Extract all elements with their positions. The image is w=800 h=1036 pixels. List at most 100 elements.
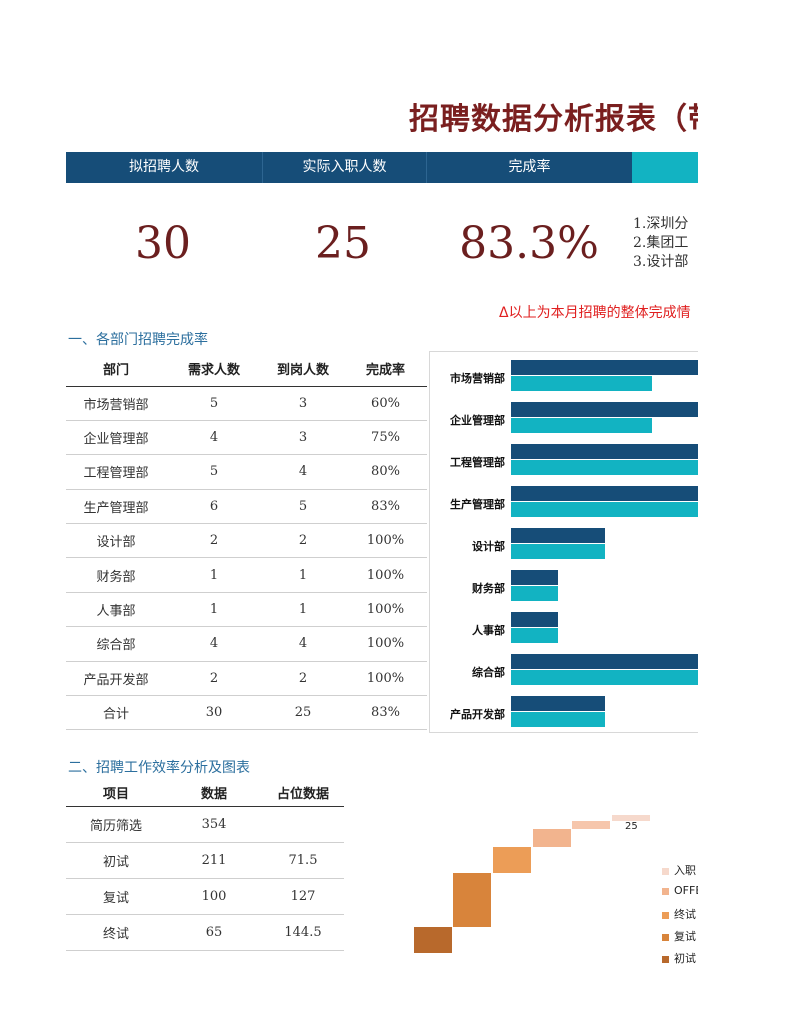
table-cell: 生产管理部: [66, 489, 166, 525]
waterfall-data-label: 25: [625, 821, 638, 832]
bar: [511, 570, 558, 585]
waterfall-bar: [453, 873, 491, 927]
legend-swatch: [662, 933, 669, 941]
table-cell: 3: [262, 386, 344, 421]
table-row: 综合部 4 4 100%: [66, 626, 427, 662]
table-row: 工程管理部 5 4 80%: [66, 454, 427, 490]
table-cell: 产品开发部: [66, 661, 166, 697]
kpi-value-hired: 25: [315, 218, 371, 269]
table-cell: 100%: [344, 626, 427, 662]
kpi-notes-header: [632, 152, 698, 183]
table-row: 终试 65 144.5: [66, 914, 344, 951]
kpi-note: 3.设计部: [633, 254, 689, 270]
bar: [511, 654, 698, 669]
table-row: 合计 30 25 83%: [66, 695, 427, 731]
section-title-efficiency: 二、招聘工作效率分析及图表: [68, 760, 250, 776]
kpi-note: 1.深圳分: [633, 216, 689, 232]
legend-item: OFFE: [662, 884, 698, 897]
table-cell: 100%: [344, 557, 427, 593]
kpi-divider: [426, 152, 427, 183]
table-row: 产品开发部 2 2 100%: [66, 661, 427, 697]
table-row: 生产管理部 6 5 83%: [66, 489, 427, 525]
bar: [511, 486, 698, 501]
table-header-row: 项目 数据 占位数据: [66, 779, 344, 807]
kpi-header-bar: 拟招聘人数 实际入职人数 完成率: [66, 152, 698, 183]
table-cell: 25: [262, 695, 344, 731]
table-cell: 人事部: [66, 592, 166, 628]
column-header: 数据: [166, 779, 262, 807]
kpi-value-planned: 30: [135, 218, 191, 269]
table-cell: 5: [166, 454, 262, 490]
table-cell: 6: [166, 489, 262, 525]
table-cell: 75%: [344, 420, 427, 456]
section-title-department: 一、各部门招聘完成率: [68, 332, 208, 348]
bar-category-label: 综合部: [472, 666, 505, 679]
bar: [511, 444, 698, 459]
bar: [511, 712, 605, 727]
table-header-row: 部门 需求人数 到岗人数 完成率: [66, 351, 427, 387]
table-cell: 设计部: [66, 523, 166, 559]
table-cell: 4: [262, 626, 344, 662]
table-cell: 2: [166, 661, 262, 697]
column-header: 完成率: [344, 351, 427, 387]
bar: [511, 696, 605, 711]
bar-category-label: 工程管理部: [450, 456, 505, 469]
bar: [511, 586, 558, 601]
table-cell: 65: [166, 914, 262, 951]
kpi-note: 2.集团工: [633, 235, 689, 251]
table-cell: 企业管理部: [66, 420, 166, 456]
legend-label: 终试: [674, 908, 696, 921]
table-cell: 354: [166, 806, 262, 843]
table-cell: 1: [166, 592, 262, 628]
bar: [511, 502, 698, 517]
bar-category-label: 生产管理部: [450, 498, 505, 511]
table-row: 市场营销部 5 3 60%: [66, 386, 427, 421]
table-cell: 83%: [344, 695, 427, 731]
bar-category-label: 市场营销部: [450, 372, 505, 385]
bar: [511, 376, 652, 391]
table-cell: 80%: [344, 454, 427, 490]
table-cell: [262, 806, 344, 843]
table-cell: 终试: [66, 914, 166, 951]
efficiency-waterfall-chart: 25: [400, 800, 698, 960]
table-cell: 工程管理部: [66, 454, 166, 490]
table-row: 初试 211 71.5: [66, 842, 344, 879]
legend-label: 复试: [674, 930, 696, 943]
legend-label: 初试: [674, 952, 696, 965]
report-sheet: 招聘数据分析报表（带 拟招聘人数 实际入职人数 完成率 30 25 83.3% …: [66, 102, 698, 966]
bar: [511, 460, 698, 475]
kpi-header-planned: 拟招聘人数: [129, 159, 199, 175]
table-cell: 4: [262, 454, 344, 490]
legend-label: OFFE: [674, 884, 698, 897]
waterfall-bar: [612, 815, 650, 821]
legend-item: 初试: [662, 950, 696, 966]
table-cell: 简历筛选: [66, 806, 166, 843]
waterfall-bar: [414, 927, 452, 953]
table-cell: 2: [262, 523, 344, 559]
kpi-notes: 1.深圳分 2.集团工 3.设计部: [633, 215, 688, 272]
table-cell: 5: [166, 386, 262, 421]
legend-swatch: [662, 867, 669, 875]
table-cell: 100%: [344, 592, 427, 628]
table-cell: 初试: [66, 842, 166, 879]
table-row: 财务部 1 1 100%: [66, 557, 427, 593]
table-cell: 60%: [344, 386, 427, 421]
report-title: 招聘数据分析报表（带: [409, 102, 698, 137]
column-header: 到岗人数: [262, 351, 344, 387]
legend-item: 终试: [662, 906, 696, 922]
table-cell: 71.5: [262, 842, 344, 879]
department-bar-chart: 市场营销部 企业管理部 工程管理部 生产管理部 设计部 财务部 人事部 综合部 产品开发部: [429, 351, 698, 733]
kpi-divider: [262, 152, 263, 183]
column-header: 占位数据: [262, 779, 344, 807]
table-cell: 合计: [66, 695, 166, 731]
table-row: 简历筛选 354: [66, 806, 344, 843]
table-cell: 100%: [344, 523, 427, 559]
table-row: 人事部 1 1 100%: [66, 592, 427, 628]
bar: [511, 544, 605, 559]
table-cell: 3: [262, 420, 344, 456]
bar-category-label: 财务部: [472, 582, 505, 595]
waterfall-bar: [533, 829, 571, 847]
table-cell: 财务部: [66, 557, 166, 593]
column-header: 部门: [66, 351, 166, 387]
bar: [511, 628, 558, 643]
